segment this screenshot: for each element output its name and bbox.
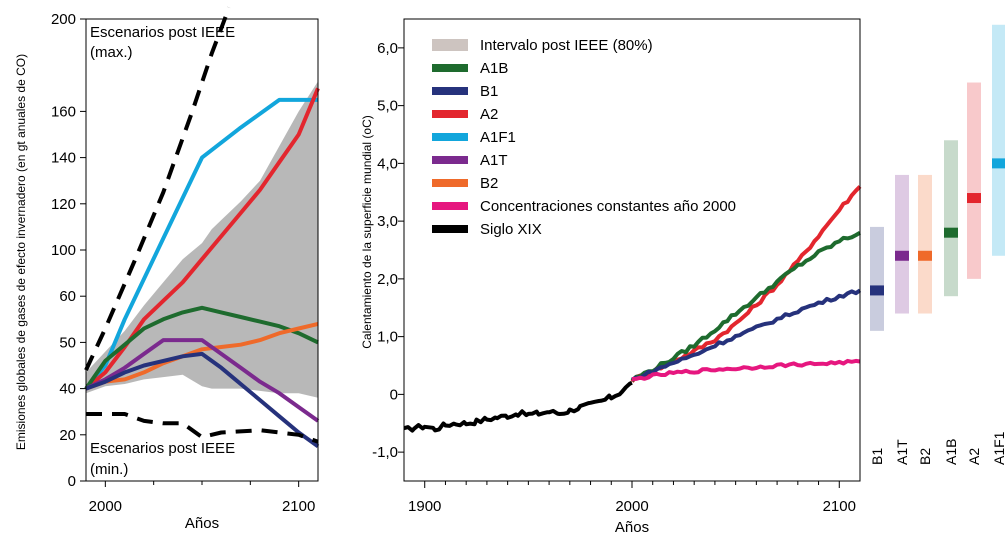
- range-bar-a2: [967, 82, 981, 279]
- range-bar-a1b: [944, 140, 958, 297]
- warming-x-axis-label: Años: [615, 519, 649, 535]
- range-bar-a1f1: [992, 24, 1005, 256]
- best-estimate-b1: [870, 285, 884, 296]
- warming-x-tick-label: 1900: [408, 498, 441, 515]
- warming-plot-frame: [403, 18, 861, 482]
- range-label-b2: B2: [917, 448, 933, 465]
- legend-label: A2: [480, 106, 498, 123]
- range-label-a1t: A1T: [894, 439, 910, 465]
- emissions-y-tick-label: 50: [59, 334, 76, 351]
- warming-x-ticks: 1900 2000 2100: [408, 481, 856, 515]
- emissions-max-label-line2: (max.): [90, 44, 133, 61]
- emissions-series-a1b: [84, 305, 319, 390]
- warming-x-tick-label: 2100: [823, 498, 856, 515]
- emissions-x-axis-label: Años: [185, 515, 219, 532]
- warming-series-siglo: [403, 380, 633, 433]
- best-estimate-b2: [918, 250, 932, 261]
- legend-swatch-intervalo: [432, 39, 468, 51]
- range-bar-b1: [870, 226, 884, 331]
- best-estimate-a1t: [895, 250, 909, 261]
- warming-legend: Intervalo post IEEE (80%) A1B B1 A2 A1F1 A1T B…: [432, 37, 736, 238]
- warming-x-tick-label: 2000: [615, 498, 648, 515]
- warming-series-b1: [631, 288, 862, 382]
- warming-y-tick-label: 3,0: [377, 213, 398, 230]
- legend-swatch-a1t: [432, 156, 468, 164]
- legend-label: Concentraciones constantes año 2000: [480, 198, 736, 215]
- warming-series-a1b: [630, 230, 862, 383]
- emissions-series-b1: [85, 351, 320, 449]
- warming-series-a2: [630, 185, 862, 383]
- legend-label: A1T: [480, 152, 508, 169]
- legend-swatch-a1f1: [432, 133, 468, 141]
- legend-swatch-concentraciones: [432, 202, 468, 210]
- legend-swatch-a2: [432, 110, 468, 118]
- warming-y-tick-label: 2,0: [377, 271, 398, 288]
- emissions-panel: 0 20 40 50 60 100 120 140 160 200 2000 2100 Escena…: [14, 6, 320, 532]
- emissions-series-min: [86, 412, 319, 444]
- legend-label: A1B: [480, 60, 508, 77]
- emissions-x-ticks: 2000 2100: [89, 481, 315, 515]
- emissions-y-ticks: 0 20 40 50 60 100 120 140 160 200: [51, 11, 86, 490]
- warming-series-layer: [403, 185, 862, 433]
- warming-panel: -1,0 0 1,0 2,0 3,0 4,0 5,0 6,0 1900 2000 2100 Int…: [360, 18, 862, 535]
- legend-swatch-a1b: [432, 64, 468, 72]
- emissions-y-tick-label: 160: [51, 103, 76, 120]
- emissions-y-tick-label: 200: [51, 11, 76, 28]
- emissions-series-a1t: [85, 338, 320, 423]
- emissions-y-tick-label: 0: [68, 473, 76, 490]
- emissions-y-tick-label: 100: [51, 242, 76, 259]
- range-label-b1: B1: [869, 448, 885, 465]
- range-bar-a1t: [895, 174, 909, 314]
- legend-swatch-b2: [432, 179, 468, 187]
- best-estimate-a2: [967, 193, 981, 204]
- legend-label: Siglo XIX: [480, 221, 542, 238]
- legend-swatch-siglo: [432, 225, 468, 233]
- emissions-series-b2: [85, 321, 319, 391]
- emissions-y-tick-label: 60: [59, 288, 76, 305]
- range-label-a1b: A1B: [943, 439, 959, 465]
- warming-y-tick-label: 0: [390, 386, 398, 403]
- legend-label: B1: [480, 83, 498, 100]
- warming-y-ticks: -1,0 0 1,0 2,0 3,0 4,0 5,0 6,0: [372, 40, 404, 461]
- legend-swatch-b1: [432, 87, 468, 95]
- emissions-series-layer: [84, 6, 320, 449]
- emissions-min-label-line2: (min.): [90, 461, 128, 478]
- emissions-series-a1f1: [84, 97, 318, 390]
- emissions-x-tick-label: 2100: [282, 498, 315, 515]
- emissions-y-tick-label: 140: [51, 150, 76, 167]
- emissions-y-axis-label: Emisiones globales de gases de efecto in…: [14, 54, 28, 450]
- warming-y-tick-label: -1,0: [372, 444, 398, 461]
- emissions-series-max: [84, 6, 231, 371]
- emissions-min-label-line1: Escenarios post IEEE: [90, 440, 235, 457]
- warming-y-tick-label: 1,0: [377, 329, 398, 346]
- range-label-a2: A2: [966, 448, 982, 465]
- emissions-x-tick-label: 2000: [89, 498, 122, 515]
- warming-y-axis-label: Calentamiento de la superficie mundial (…: [360, 115, 374, 348]
- legend-label: B2: [480, 175, 498, 192]
- emissions-y-tick-label: 20: [59, 427, 76, 444]
- warming-y-tick-label: 4,0: [377, 155, 398, 172]
- best-estimate-a1b: [944, 227, 958, 238]
- emissions-y-tick-label: 40: [59, 381, 76, 398]
- warming-series-concentraciones: [631, 358, 861, 381]
- legend-label: Intervalo post IEEE (80%): [480, 37, 653, 54]
- best-estimate-a1f1: [992, 158, 1005, 169]
- range-label-a1f1: A1F1: [991, 431, 1005, 465]
- legend-label: A1F1: [480, 129, 516, 146]
- emissions-y-tick-label: 120: [51, 196, 76, 213]
- emissions-max-label-line1: Escenarios post IEEE: [90, 24, 235, 41]
- warming-y-tick-label: 5,0: [377, 98, 398, 115]
- ranges-panel: B1 A1T B2 A1B A2 A1F1: [869, 24, 1005, 465]
- warming-y-tick-label: 6,0: [377, 40, 398, 57]
- range-bar-b2: [918, 174, 932, 314]
